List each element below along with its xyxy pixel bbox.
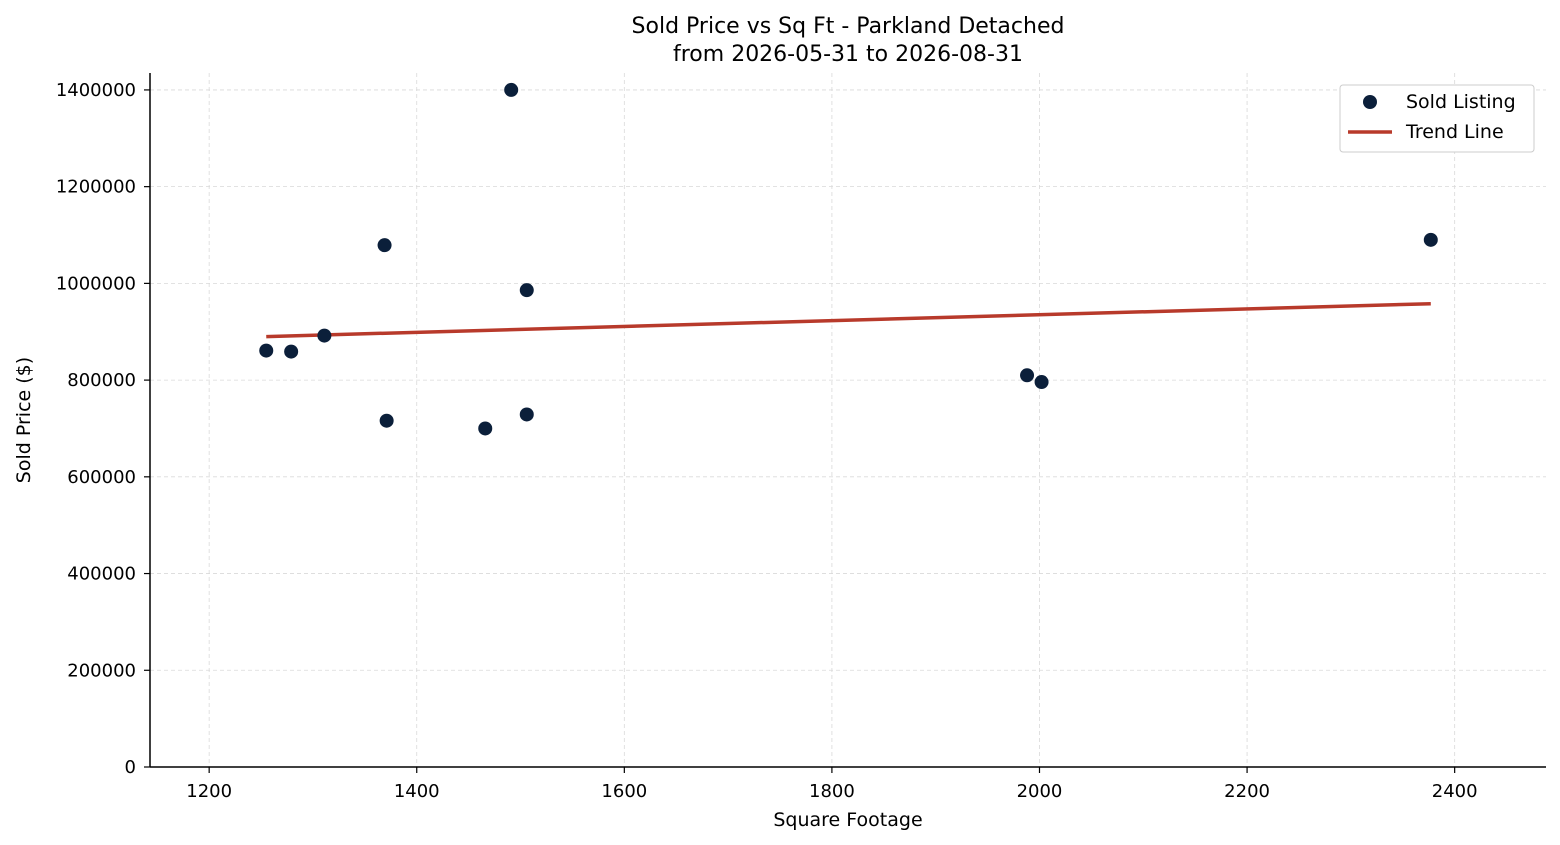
y-tick-label: 400000 [67, 564, 136, 585]
x-tick-label: 1600 [601, 781, 647, 802]
y-tick-label: 1000000 [56, 273, 136, 294]
chart-subtitle: from 2026-05-31 to 2026-08-31 [673, 42, 1023, 67]
x-tick-label: 2200 [1224, 781, 1270, 802]
x-tick-label: 1400 [394, 781, 440, 802]
y-tick-label: 1200000 [56, 177, 136, 198]
data-point [1423, 232, 1438, 247]
grid-lines [150, 73, 1546, 768]
chart-title: Sold Price vs Sq Ft - Parkland Detached [632, 14, 1065, 39]
x-tick-label: 2400 [1432, 781, 1478, 802]
trend-line-layer [266, 301, 1431, 339]
y-tick-label: 1400000 [56, 80, 136, 101]
x-axis-label: Square Footage [773, 809, 922, 831]
x-tick-label: 2000 [1017, 781, 1063, 802]
x-tick-label: 1200 [186, 781, 232, 802]
y-axis-label: Sold Price ($) [13, 357, 35, 483]
legend-box [1339, 84, 1535, 153]
trend-line [266, 301, 1431, 339]
legend-label-sold-listing: Sold Listing [1406, 91, 1516, 113]
legend: Sold Listing Trend Line [1339, 84, 1535, 153]
y-tick-label: 200000 [67, 660, 136, 681]
data-point [519, 283, 534, 298]
data-point [504, 82, 519, 97]
data-point [377, 238, 392, 253]
data-point [519, 407, 534, 422]
data-point [317, 328, 332, 343]
legend-marker-sold-listing [1363, 95, 1377, 109]
x-axis-ticks: 1200 1400 1600 1800 2000 2200 2400 [186, 767, 1478, 802]
data-point [1034, 375, 1049, 390]
data-point [284, 344, 299, 359]
y-axis-ticks: 0 200000 400000 600000 800000 1000000 1200000 1… [56, 80, 150, 778]
data-point [259, 343, 274, 358]
x-tick-label: 1800 [809, 781, 855, 802]
data-points [259, 82, 1438, 436]
data-point [379, 413, 394, 428]
y-tick-label: 0 [125, 757, 136, 778]
y-tick-label: 600000 [67, 467, 136, 488]
y-tick-label: 800000 [67, 370, 136, 391]
legend-label-trend-line: Trend Line [1405, 121, 1504, 143]
data-point [1020, 368, 1035, 383]
data-point [478, 421, 493, 436]
